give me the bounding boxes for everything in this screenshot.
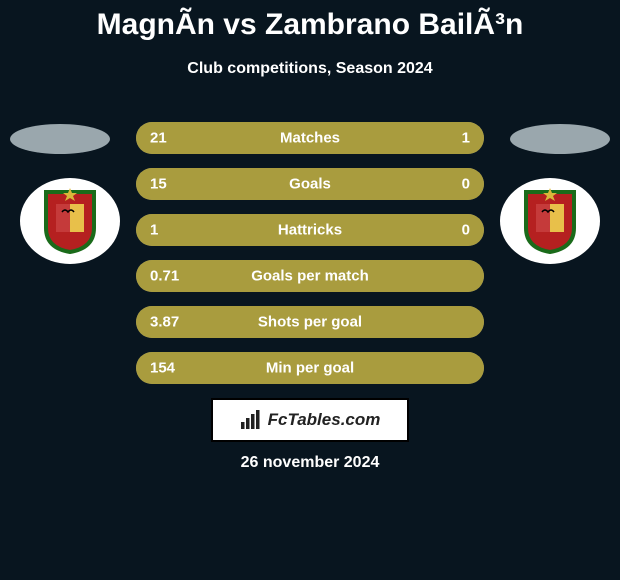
shield-icon (42, 188, 98, 254)
club-crest-left (20, 178, 120, 264)
stat-rows: 211Matches 150Goals 10Hattricks 0.71Goals p… (136, 122, 484, 398)
stat-label: Hattricks (136, 222, 484, 239)
stat-row: 10Hattricks (136, 214, 484, 246)
stat-row: 0.71Goals per match (136, 260, 484, 292)
stat-row: 154Min per goal (136, 352, 484, 384)
bars-icon (240, 410, 262, 430)
stat-row: 3.87Shots per goal (136, 306, 484, 338)
stat-label: Matches (136, 130, 484, 147)
source-badge: FcTables.com (211, 398, 409, 442)
date-label: 26 november 2024 (0, 454, 620, 472)
club-crest-right (500, 178, 600, 264)
player-photo-left (10, 124, 110, 154)
stat-row: 211Matches (136, 122, 484, 154)
comparison-card: MagnÃ­n vs Zambrano BailÃ³n Club competi… (0, 0, 620, 580)
stat-row: 150Goals (136, 168, 484, 200)
subtitle: Club competitions, Season 2024 (0, 60, 620, 78)
page-title: MagnÃ­n vs Zambrano BailÃ³n (0, 8, 620, 42)
player-photo-right (510, 124, 610, 154)
source-badge-text: FcTables.com (268, 410, 381, 430)
shield-icon (522, 188, 578, 254)
stat-label: Min per goal (136, 360, 484, 377)
stat-label: Goals (136, 176, 484, 193)
stat-label: Shots per goal (136, 314, 484, 331)
stat-label: Goals per match (136, 268, 484, 285)
